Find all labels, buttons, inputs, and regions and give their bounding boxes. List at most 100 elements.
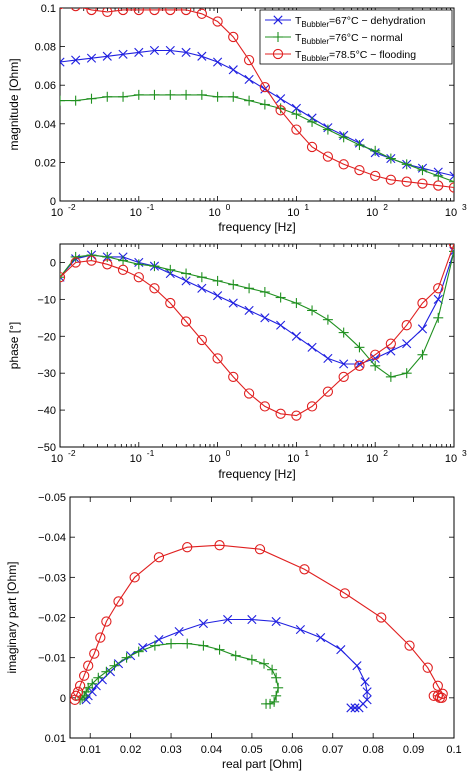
marker-stroke xyxy=(71,55,81,65)
x-tick-label: 0.09 xyxy=(403,744,424,756)
data-point xyxy=(436,692,448,703)
data-point xyxy=(307,116,318,127)
data-point xyxy=(113,596,124,607)
data-point xyxy=(259,401,271,412)
marker-stroke xyxy=(81,695,91,705)
series-group xyxy=(60,8,454,193)
x-tick-exponent: 2 xyxy=(383,448,388,458)
y-tick-label: 0.1 xyxy=(41,3,56,15)
legend-marker xyxy=(273,15,283,25)
marker-stroke xyxy=(86,53,97,63)
data-point xyxy=(354,359,365,369)
data-point xyxy=(180,8,192,16)
marker-stroke xyxy=(316,632,326,643)
marker-stroke xyxy=(336,645,346,655)
data-point xyxy=(70,257,81,268)
data-point xyxy=(267,664,278,675)
data-point xyxy=(117,264,129,275)
data-point xyxy=(70,251,81,262)
marker-stroke xyxy=(449,175,454,181)
x-tick-label: 10 xyxy=(208,207,220,219)
data-point xyxy=(223,614,233,625)
data-point xyxy=(129,572,140,583)
marker-stroke xyxy=(60,276,65,282)
data-point xyxy=(181,268,192,279)
data-point xyxy=(417,178,428,189)
data-point xyxy=(180,316,192,327)
y-tick-label: −0.02 xyxy=(38,613,66,625)
data-point xyxy=(339,359,349,369)
data-point xyxy=(276,320,286,330)
x-tick-label: 0.06 xyxy=(282,744,303,756)
marker-stroke xyxy=(181,276,191,286)
data-point xyxy=(401,159,412,170)
data-point xyxy=(259,81,271,93)
marker-stroke xyxy=(354,359,365,369)
data-point xyxy=(196,272,207,283)
marker-stroke xyxy=(273,15,283,25)
data-point xyxy=(214,644,225,655)
marker-stroke xyxy=(154,635,164,645)
data-point xyxy=(109,660,120,671)
data-point xyxy=(154,635,164,645)
data-point xyxy=(433,312,444,323)
data-point xyxy=(307,342,317,352)
data-point xyxy=(402,339,412,349)
legend-label-3: TBubbler=78.5°C − flooding xyxy=(295,49,416,63)
data-point xyxy=(244,95,255,106)
marker-stroke xyxy=(244,305,254,316)
x-tick-exponent: -2 xyxy=(68,448,76,458)
data-point xyxy=(166,638,177,649)
data-point xyxy=(212,275,223,286)
data-point xyxy=(149,640,160,651)
data-point xyxy=(273,682,284,693)
data-point xyxy=(60,95,65,106)
marker-stroke xyxy=(197,283,207,293)
x-tick-exponent: 0 xyxy=(226,202,231,212)
data-point xyxy=(370,170,381,182)
data-point xyxy=(433,283,444,294)
data-point xyxy=(260,313,270,323)
marker-stroke xyxy=(386,346,396,356)
data-point xyxy=(244,305,254,316)
data-point xyxy=(101,616,112,627)
x-tick-exponent: 2 xyxy=(383,202,388,212)
marker-stroke xyxy=(291,331,301,341)
data-point xyxy=(370,145,381,156)
data-point xyxy=(117,8,129,16)
data-point xyxy=(153,552,165,563)
data-point xyxy=(228,371,239,383)
marker-stroke xyxy=(339,359,349,369)
data-point xyxy=(449,246,454,257)
y-tick-label: −0.01 xyxy=(38,653,66,665)
data-point xyxy=(60,272,66,283)
x-tick-exponent: 3 xyxy=(462,202,467,212)
marker-stroke xyxy=(449,250,454,256)
marker-stroke xyxy=(271,616,281,627)
data-point xyxy=(354,164,365,176)
data-point xyxy=(433,180,444,191)
marker-stroke xyxy=(60,57,65,63)
data-point xyxy=(181,276,191,286)
x-tick-label: 0.03 xyxy=(160,744,181,756)
data-point xyxy=(243,54,255,66)
data-point xyxy=(133,259,144,270)
data-point xyxy=(291,410,302,421)
x-tick-label: 0.08 xyxy=(362,744,383,756)
data-point xyxy=(350,703,360,713)
series-line-2 xyxy=(60,94,454,183)
marker-stroke xyxy=(134,47,144,57)
marker-stroke xyxy=(360,677,370,687)
y-axis-label: phase [°] xyxy=(7,322,21,370)
series-line-2 xyxy=(79,643,279,705)
marker-stroke xyxy=(118,49,128,59)
x-tick-label: 0.01 xyxy=(79,744,100,756)
data-point xyxy=(133,89,144,100)
x-tick-label: 10 xyxy=(208,453,220,465)
legend-marker xyxy=(272,48,284,60)
marker-stroke xyxy=(165,45,175,56)
data-point xyxy=(322,151,334,162)
data-point xyxy=(95,632,106,643)
marker-stroke xyxy=(228,65,238,75)
series-line-1 xyxy=(60,49,454,177)
